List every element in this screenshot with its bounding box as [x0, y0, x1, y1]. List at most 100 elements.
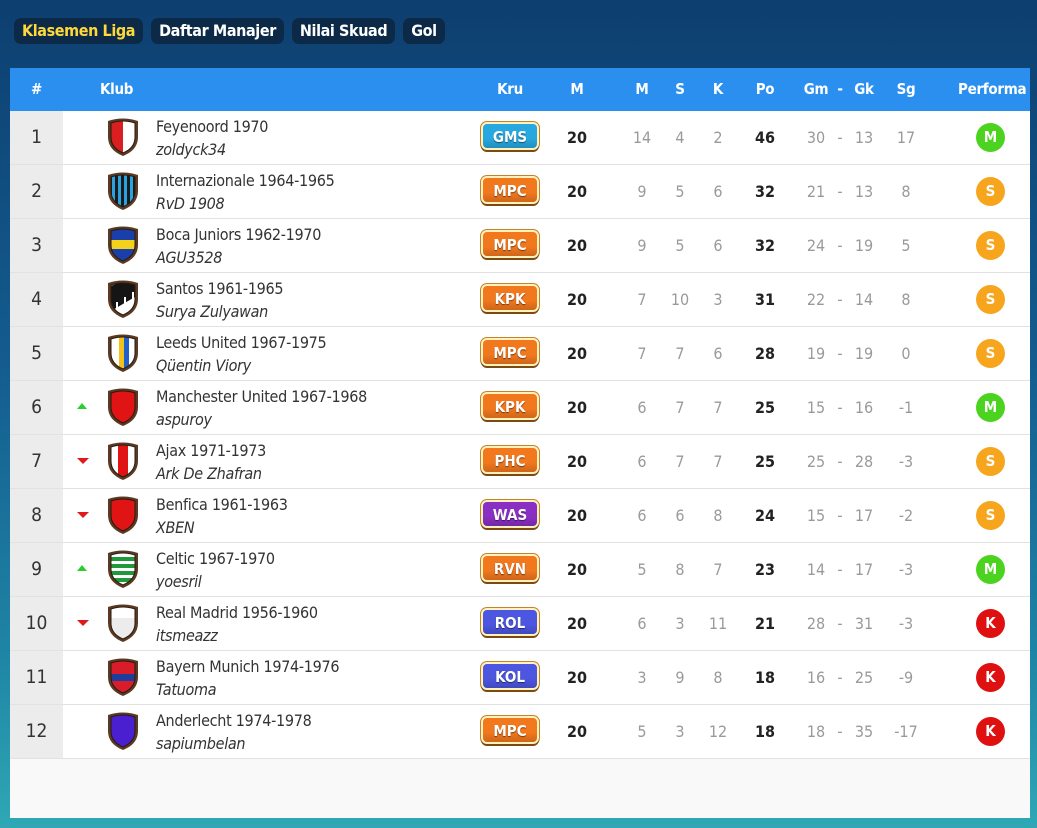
table-row[interactable]: 8 Benfica 1961-1963 XBEN WAS 20 6 6 8 24… — [10, 489, 1030, 543]
tab-klasemen-liga[interactable]: Klasemen Liga — [14, 18, 144, 44]
table-row[interactable]: 4 Santos 1961-1965 Surya Zulyawan KPK 20… — [10, 273, 1030, 327]
goals-for-cell: 25 — [806, 452, 826, 471]
crew-badge[interactable]: KPK — [481, 284, 539, 312]
goals-dash: - — [837, 614, 843, 633]
goals-for-cell: 19 — [806, 344, 826, 363]
table-row[interactable]: 9 Celtic 1967-1970 yoesril RVN 20 5 8 7 … — [10, 543, 1030, 597]
crew-badge[interactable]: KOL — [481, 662, 539, 690]
manager-name[interactable]: sapiumbelan — [156, 734, 246, 753]
col-crew: Kru — [497, 80, 523, 98]
tab-gol[interactable]: Gol — [403, 18, 445, 44]
played-cell: 20 — [566, 236, 588, 255]
shield-white-red-stripe-icon — [108, 442, 138, 480]
goals-dash: - — [837, 236, 843, 255]
table-row[interactable]: 3 Boca Juniors 1962-1970 AGU3528 MPC 20 … — [10, 219, 1030, 273]
losses-cell: 8 — [713, 506, 723, 525]
table-row[interactable]: 1 Feyenoord 1970 zoldyck34 GMS 20 14 4 2… — [10, 111, 1030, 165]
wins-cell: 14 — [632, 128, 652, 147]
manager-name[interactable]: itsmeazz — [156, 626, 218, 645]
wins-cell: 6 — [637, 398, 647, 417]
manager-name[interactable]: RvD 1908 — [156, 194, 225, 213]
crew-badge[interactable]: WAS — [481, 500, 539, 528]
club-name[interactable]: Manchester United 1967-1968 — [156, 387, 367, 406]
club-name[interactable]: Bayern Munich 1974-1976 — [156, 657, 340, 676]
crew-badge[interactable]: ROL — [481, 608, 539, 636]
points-cell: 18 — [754, 668, 776, 687]
manager-name[interactable]: Tatuoma — [156, 680, 217, 699]
goals-against-cell: 13 — [854, 128, 874, 147]
goals-dash: - — [837, 560, 843, 579]
played-cell: 20 — [566, 398, 588, 417]
played-cell: 20 — [566, 560, 588, 579]
shield-red-white-icon — [108, 118, 138, 156]
tab-nilai-skuad[interactable]: Nilai Skuad — [291, 18, 396, 44]
club-name[interactable]: Real Madrid 1956-1960 — [156, 603, 318, 622]
goals-against-cell: 31 — [854, 614, 874, 633]
losses-cell: 11 — [708, 614, 728, 633]
table-row[interactable]: 6 Manchester United 1967-1968 aspuroy KP… — [10, 381, 1030, 435]
table-row[interactable]: 2 Internazionale 1964-1965 RvD 1908 MPC … — [10, 165, 1030, 219]
club-name[interactable]: Celtic 1967-1970 — [156, 549, 275, 568]
crew-badge[interactable]: MPC — [481, 338, 539, 366]
goal-diff-cell: 8 — [901, 182, 911, 201]
manager-name[interactable]: XBEN — [156, 518, 195, 537]
goals-against-cell: 14 — [854, 290, 874, 309]
rank-cell: 5 — [10, 327, 63, 380]
crew-badge[interactable]: MPC — [481, 176, 539, 204]
draws-cell: 4 — [675, 128, 685, 147]
club-name[interactable]: Feyenoord 1970 — [156, 117, 269, 136]
manager-name[interactable]: yoesril — [156, 572, 202, 591]
points-cell: 32 — [754, 182, 776, 201]
wins-cell: 9 — [637, 182, 647, 201]
manager-name[interactable]: Ark De Zhafran — [156, 464, 262, 483]
points-cell: 28 — [754, 344, 776, 363]
goals-for-cell: 24 — [806, 236, 826, 255]
goals-against-cell: 35 — [854, 722, 874, 741]
goals-for-cell: 15 — [806, 398, 826, 417]
points-cell: 18 — [754, 722, 776, 741]
club-name[interactable]: Boca Juniors 1962-1970 — [156, 225, 322, 244]
performance-badge: S — [976, 285, 1005, 314]
manager-name[interactable]: zoldyck34 — [156, 140, 226, 159]
manager-name[interactable]: Qüentin Viory — [156, 356, 251, 375]
crew-badge[interactable]: RVN — [481, 554, 539, 582]
performance-badge: S — [976, 177, 1005, 206]
table-row[interactable]: 12 Anderlecht 1974-1978 sapiumbelan MPC … — [10, 705, 1030, 759]
crew-badge[interactable]: KPK — [481, 392, 539, 420]
goal-diff-cell: 5 — [901, 236, 911, 255]
crew-badge[interactable]: MPC — [481, 230, 539, 258]
club-name[interactable]: Santos 1961-1965 — [156, 279, 284, 298]
club-name[interactable]: Benfica 1961-1963 — [156, 495, 288, 514]
goals-against-cell: 19 — [854, 344, 874, 363]
manager-name[interactable]: aspuroy — [156, 410, 212, 429]
tab-daftar-manajer[interactable]: Daftar Manajer — [151, 18, 284, 44]
rank-cell: 9 — [10, 543, 63, 596]
shield-red-icon — [108, 388, 138, 426]
performance-badge: K — [976, 609, 1005, 638]
draws-cell: 6 — [675, 506, 685, 525]
rank-cell: 10 — [10, 597, 63, 650]
goals-against-cell: 17 — [854, 560, 874, 579]
table-row[interactable]: 10 Real Madrid 1956-1960 itsmeazz ROL 20… — [10, 597, 1030, 651]
club-name[interactable]: Anderlecht 1974-1978 — [156, 711, 312, 730]
manager-name[interactable]: Surya Zulyawan — [156, 302, 268, 321]
crew-badge[interactable]: PHC — [481, 446, 539, 474]
standings-panel: # Klub Kru M M S K Po Gm - Gk Sg Perform… — [10, 68, 1030, 818]
points-cell: 25 — [754, 452, 776, 471]
manager-name[interactable]: AGU3528 — [156, 248, 223, 267]
losses-cell: 7 — [713, 560, 723, 579]
goal-diff-cell: 8 — [901, 290, 911, 309]
club-name[interactable]: Leeds United 1967-1975 — [156, 333, 327, 352]
crew-badge[interactable]: MPC — [481, 716, 539, 744]
points-cell: 24 — [754, 506, 776, 525]
col-wins: M — [635, 80, 649, 98]
crew-badge[interactable]: GMS — [481, 122, 539, 150]
table-row[interactable]: 7 Ajax 1971-1973 Ark De Zhafran PHC 20 6… — [10, 435, 1030, 489]
club-name[interactable]: Ajax 1971-1973 — [156, 441, 266, 460]
club-name[interactable]: Internazionale 1964-1965 — [156, 171, 335, 190]
shield-white-yellow-blue-icon — [108, 334, 138, 372]
table-row[interactable]: 5 Leeds United 1967-1975 Qüentin Viory M… — [10, 327, 1030, 381]
col-goals-for: Gm — [803, 80, 829, 98]
table-row[interactable]: 11 Bayern Munich 1974-1976 Tatuoma KOL 2… — [10, 651, 1030, 705]
draws-cell: 3 — [675, 614, 685, 633]
